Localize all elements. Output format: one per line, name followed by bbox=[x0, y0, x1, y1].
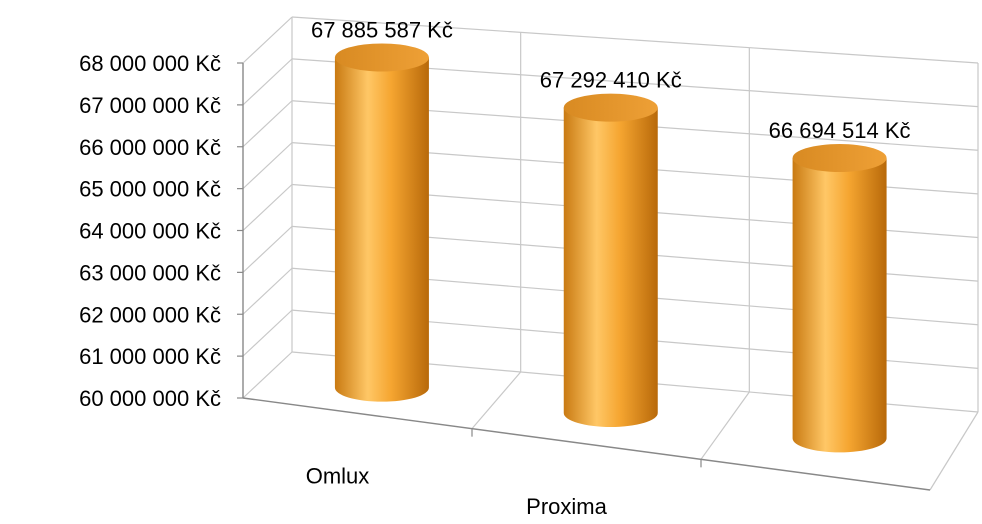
bar-cylinder-body bbox=[563, 107, 658, 428]
y-tick-label: 63 000 000 Kč bbox=[79, 260, 221, 285]
side-wall-gridline bbox=[242, 58, 293, 106]
side-wall-gridline bbox=[242, 309, 293, 357]
floor-right-edge bbox=[929, 411, 979, 491]
floor-gridline bbox=[471, 371, 522, 430]
y-tick-label: 66 000 000 Kč bbox=[79, 135, 221, 160]
floor-gridline bbox=[700, 391, 750, 460]
x-axis-line bbox=[242, 397, 931, 491]
bar-cylinder bbox=[563, 93, 658, 428]
back-wall-gridline bbox=[291, 16, 979, 64]
bar-cylinder-top bbox=[792, 144, 887, 173]
side-wall-gridline bbox=[242, 267, 293, 315]
x-category-label: Omlux bbox=[306, 463, 370, 488]
side-wall-gridline bbox=[242, 100, 293, 148]
bar-cylinder-body bbox=[334, 57, 429, 402]
chart-bars bbox=[334, 43, 887, 453]
bar-cylinder-top bbox=[563, 93, 658, 122]
bar-data-label: 66 694 514 Kč bbox=[769, 118, 911, 143]
bar-data-label: 67 885 587 Kč bbox=[311, 17, 453, 42]
bar-cylinder-top bbox=[334, 43, 429, 72]
bar-data-label: 67 292 410 Kč bbox=[540, 68, 682, 93]
side-wall-gridline bbox=[242, 142, 293, 190]
x-category-label: Proxima bbox=[526, 494, 607, 519]
side-wall-gridline bbox=[242, 16, 293, 64]
y-tick-label: 62 000 000 Kč bbox=[79, 302, 221, 327]
y-tick-label: 64 000 000 Kč bbox=[79, 219, 221, 244]
side-wall-gridline bbox=[242, 225, 293, 273]
chart-axes bbox=[237, 62, 931, 491]
y-tick-label: 65 000 000 Kč bbox=[79, 177, 221, 202]
bar-cylinder bbox=[334, 43, 429, 402]
y-tick-label: 68 000 000 Kč bbox=[79, 51, 221, 76]
bar-cylinder bbox=[792, 144, 887, 453]
chart-labels: 60 000 000 Kč 61 000 000 Kč 62 000 000 Kč 6… bbox=[79, 17, 911, 519]
bar-cylinder-body bbox=[792, 158, 887, 453]
y-tick-label: 67 000 000 Kč bbox=[79, 93, 221, 118]
y-tick-label: 61 000 000 Kč bbox=[79, 344, 221, 369]
y-tick-label: 60 000 000 Kč bbox=[79, 386, 221, 411]
side-wall-gridline bbox=[242, 351, 293, 399]
side-wall-gridline bbox=[242, 184, 293, 231]
